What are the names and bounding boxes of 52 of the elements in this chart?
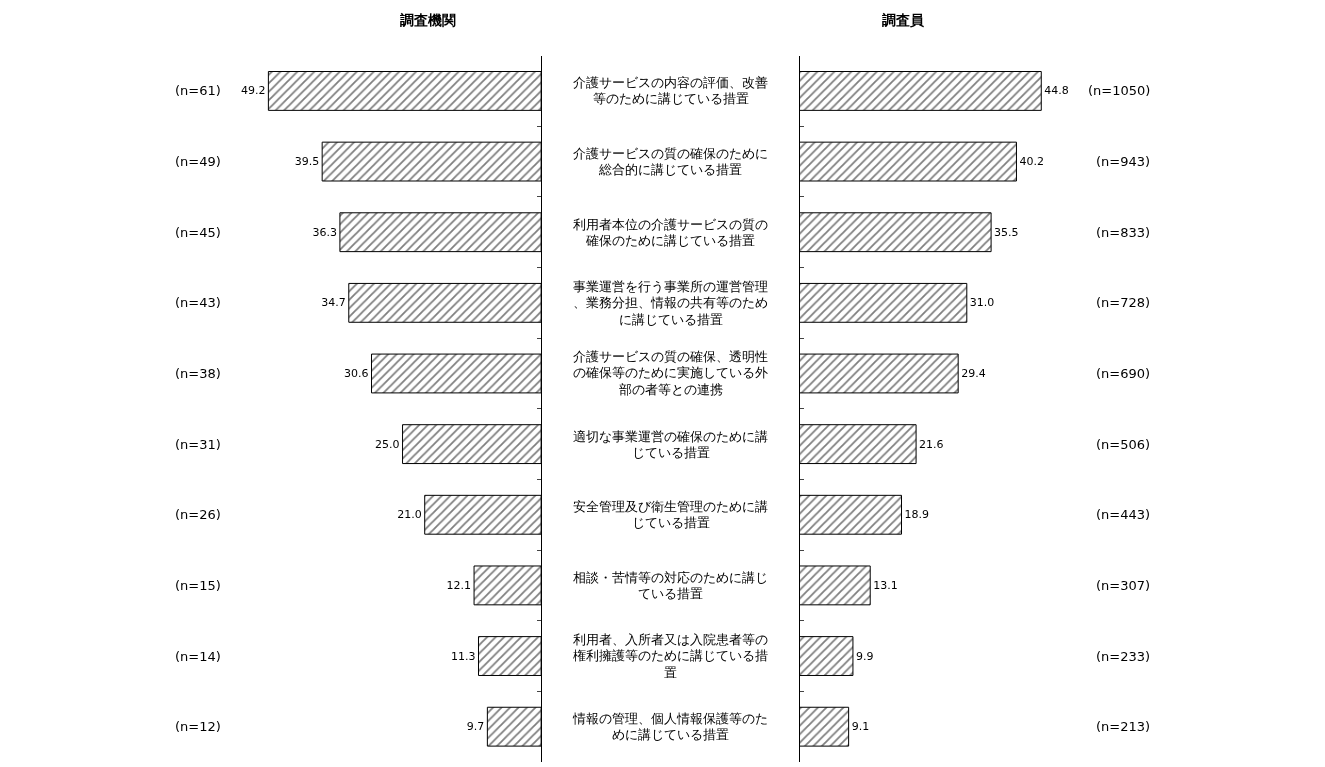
y-tick-label: 介護サービスの内容の評価、改善等のために講じている措置 xyxy=(573,75,768,107)
y-tick-label: 安全管理及び衛生管理のために講じている措置 xyxy=(573,499,768,531)
text: (n=31) xyxy=(175,437,221,452)
text: (n=15) xyxy=(175,578,221,593)
text: (n=1050) xyxy=(1088,83,1151,98)
chart-title: 調査機関 xyxy=(400,12,456,28)
text: (n=943) xyxy=(1096,154,1151,169)
data-label: 35.5 xyxy=(994,225,1019,239)
data-label: 18.9 xyxy=(904,508,930,522)
data-label: 40.2 xyxy=(1019,155,1044,169)
text: (n=233) xyxy=(1096,649,1151,664)
text: (n=43) xyxy=(175,295,221,310)
data-label: 30.6 xyxy=(344,366,369,380)
y-tick-label: 事業運営を行う事業所の運営管理、業務分担、情報の共有等のために講じている措置 xyxy=(573,279,768,327)
data-label: 25.0 xyxy=(375,437,400,451)
data-label: 39.5 xyxy=(294,155,320,169)
data-label: 31.0 xyxy=(969,296,995,310)
y-tick-label: 利用者本位の介護サービスの質の確保のために講じている措置 xyxy=(573,217,768,249)
text: (n=38) xyxy=(175,366,221,381)
text: (n=506) xyxy=(1096,437,1151,452)
text: (n=833) xyxy=(1096,225,1151,240)
y-tick-label: 介護サービスの質の確保のために総合的に講じている措置 xyxy=(573,146,768,178)
data-label: 11.3 xyxy=(450,649,476,663)
text: (n=26) xyxy=(175,507,221,522)
data-label: 36.3 xyxy=(312,225,337,239)
data-label: 9.9 xyxy=(855,649,874,663)
y-tick-label: 介護サービスの質の確保、透明性の確保等のために実施している外部の者等との連携 xyxy=(573,349,768,397)
data-label: 12.1 xyxy=(446,578,472,592)
data-label: 9.7 xyxy=(466,720,485,734)
text: (n=45) xyxy=(175,225,221,240)
y-tick-label: 情報の管理、個人情報保護等のために講じている措置 xyxy=(572,711,768,743)
text: (n=14) xyxy=(175,649,221,664)
data-label: 49.2 xyxy=(240,84,266,98)
data-label: 34.7 xyxy=(321,296,346,310)
data-label: 44.8 xyxy=(1044,84,1069,98)
data-label: 9.1 xyxy=(851,720,870,734)
text: (n=213) xyxy=(1096,719,1151,734)
text: (n=728) xyxy=(1096,295,1151,310)
y-tick-label: 利用者、入所者又は入院患者等の権利擁護等のために講じている措置 xyxy=(573,632,768,680)
text: (n=49) xyxy=(175,154,221,169)
y-tick-label: 相談・苦情等の対応のために講じている措置 xyxy=(573,570,768,602)
text: (n=12) xyxy=(175,719,221,734)
data-label: 29.4 xyxy=(961,366,986,380)
text: (n=307) xyxy=(1096,578,1151,593)
y-tick-label: 適切な事業運営の確保のために講じている措置 xyxy=(573,429,768,461)
data-label: 13.1 xyxy=(873,578,898,592)
text: (n=443) xyxy=(1096,507,1151,522)
data-label: 21.6 xyxy=(919,437,944,451)
data-label: 21.0 xyxy=(397,508,422,522)
text: (n=61) xyxy=(175,83,221,98)
text: (n=690) xyxy=(1096,366,1151,381)
chart-title: 調査員 xyxy=(882,12,925,28)
